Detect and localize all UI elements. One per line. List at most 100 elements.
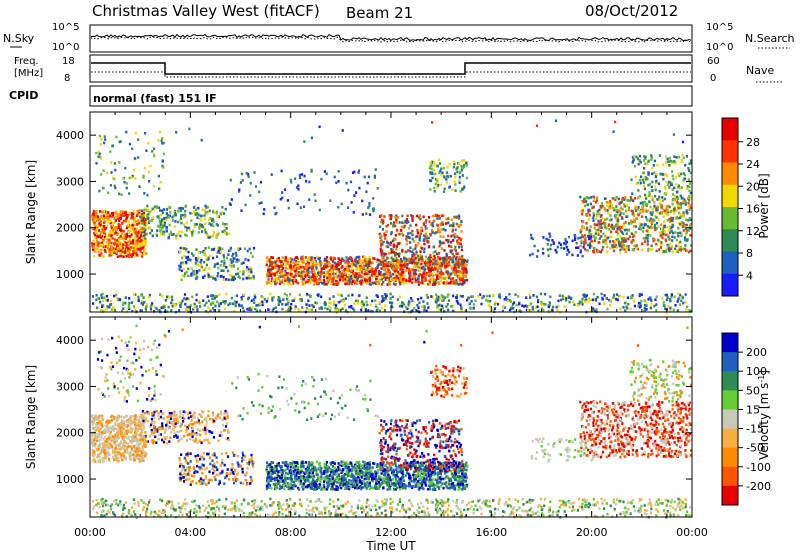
range-gate-cell [122, 214, 125, 217]
range-gate-cell [596, 230, 599, 234]
range-gate-cell [120, 222, 123, 225]
range-gate-cell [429, 171, 432, 174]
range-gate-cell [391, 301, 394, 305]
range-gate-cell [284, 303, 287, 306]
range-gate-cell [368, 202, 371, 205]
range-gate-cell [207, 218, 211, 222]
range-gate-cell [580, 239, 583, 243]
range-gate-cell [434, 182, 437, 186]
range-gate-cell [459, 303, 462, 307]
range-gate-cell [144, 207, 147, 211]
range-gate-cell [152, 185, 156, 188]
range-gate-cell [181, 299, 184, 303]
range-gate-cell [124, 296, 127, 299]
range-gate-cell [209, 275, 212, 278]
range-gate-cell [107, 218, 110, 221]
range-gate-cell [680, 172, 683, 176]
range-gate-cell [342, 269, 345, 273]
range-gate-cell [671, 160, 674, 163]
range-gate-cell [412, 265, 416, 269]
range-gate-cell [123, 180, 126, 184]
range-gate-cell [344, 309, 347, 312]
range-gate-cell [231, 276, 234, 279]
range-gate-cell [465, 176, 468, 180]
range-gate-cell [100, 293, 103, 297]
range-gate-cell [441, 307, 445, 310]
range-gate-cell [275, 211, 278, 215]
range-gate-cell [198, 301, 201, 305]
range-gate-cell [313, 262, 316, 266]
range-gate-cell [230, 260, 233, 264]
range-gate-cell [441, 221, 444, 224]
range-gate-cell [184, 214, 187, 218]
range-gate-cell [439, 222, 442, 225]
range-gate-cell [561, 294, 564, 298]
range-gate-cell [350, 305, 353, 308]
range-gate-cell [274, 278, 277, 282]
freq-tick-top: 18 [62, 56, 75, 67]
range-gate-cell [205, 258, 208, 261]
range-gate-cell [96, 215, 99, 219]
range-gate-cell [271, 256, 274, 259]
range-gate-cell [602, 240, 605, 244]
range-gate-cell [661, 199, 664, 202]
range-gate-cell [148, 226, 151, 230]
range-gate-cell [300, 173, 303, 176]
range-gate-cell [265, 256, 269, 259]
range-gate-cell [445, 254, 448, 257]
range-gate-cell [204, 246, 207, 250]
range-gate-cell [269, 268, 272, 271]
range-gate-cell [672, 177, 675, 181]
range-gate-cell [96, 306, 99, 310]
range-gate-cell [670, 293, 673, 296]
range-gate-cell [383, 232, 386, 235]
range-gate-cell [302, 277, 305, 281]
range-gate-cell [384, 261, 387, 265]
range-gate-cell [315, 263, 318, 267]
range-gate-cell [341, 257, 344, 260]
range-gate-cell [335, 280, 338, 283]
range-gate-cell [438, 158, 441, 161]
range-gate-cell [127, 213, 130, 217]
range-gate-cell [151, 234, 154, 238]
range-gate-cell [577, 237, 580, 240]
range-gate-cell [586, 203, 589, 206]
range-gate-cell [144, 132, 147, 135]
range-gate-cell [658, 190, 661, 193]
range-gate-cell [309, 279, 312, 283]
range-gate-cell [463, 263, 467, 266]
range-gate-cell [367, 206, 370, 209]
range-gate-cell [288, 266, 291, 269]
range-gate-cell [451, 230, 454, 233]
range-gate-cell [275, 281, 279, 284]
range-gate-cell [170, 309, 173, 312]
range-gate-cell [100, 214, 103, 218]
range-gate-cell [392, 282, 395, 286]
range-gate-cell [188, 274, 191, 278]
range-gate-cell [234, 304, 237, 308]
range-gate-cell [656, 205, 660, 209]
range-gate-cell [240, 262, 243, 265]
range-gate-cell [447, 299, 450, 302]
range-gate-cell [669, 183, 672, 186]
range-gate-cell [400, 260, 404, 263]
range-gate-cell [623, 228, 626, 232]
range-gate-cell [604, 241, 607, 244]
range-gate-cell [672, 308, 675, 312]
range-gate-cell [378, 280, 381, 283]
range-gate-cell [192, 229, 195, 233]
range-gate-cell [680, 221, 683, 224]
range-gate-cell [350, 269, 353, 273]
range-gate-cell [240, 172, 244, 176]
range-gate-cell [223, 261, 226, 265]
range-gate-cell [102, 239, 105, 243]
range-gate-cell [149, 164, 152, 168]
range-gate-cell [340, 202, 343, 206]
range-gate-cell [637, 162, 640, 166]
range-gate-cell [445, 280, 448, 284]
range-gate-cell [331, 264, 334, 267]
range-gate-cell [171, 215, 174, 219]
range-gate-cell [168, 233, 171, 236]
range-gate-cell [185, 270, 188, 274]
range-gate-cell [668, 248, 671, 252]
